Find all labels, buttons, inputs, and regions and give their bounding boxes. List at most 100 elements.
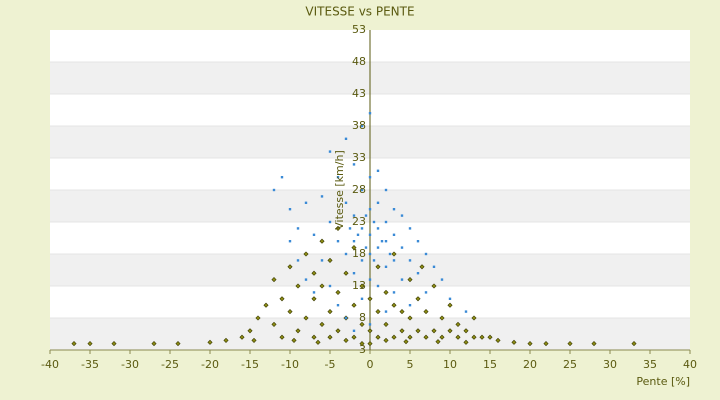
point [400,246,404,249]
point [303,315,309,321]
point [311,270,317,276]
point [392,208,396,211]
point [335,225,341,231]
point [415,296,421,302]
x-tick-label: -10 [281,358,299,371]
point [383,337,389,343]
y-tick-label: 43 [352,87,366,100]
point [375,309,381,315]
point [303,251,309,257]
point [311,296,317,302]
point [239,334,245,340]
point [263,302,269,308]
x-tick-label: -20 [201,358,219,371]
point [543,341,549,347]
point [151,341,157,347]
point [272,188,276,192]
x-tick-label: -35 [81,358,99,371]
point [344,252,348,256]
y-tick-label: 18 [352,247,366,260]
point [392,259,396,262]
point [392,233,396,236]
point [399,309,405,315]
point [223,337,229,343]
point [407,334,413,340]
point [376,227,380,230]
point [400,214,404,217]
point [359,341,365,347]
point [344,201,348,204]
point [408,227,412,230]
x-tick-label: -40 [41,358,59,371]
point [360,124,364,128]
x-tick-label: 0 [367,358,374,371]
point [447,328,453,334]
point [380,240,384,243]
point [408,304,412,307]
x-tick-label: -15 [241,358,259,371]
point [111,341,117,347]
point [368,208,372,211]
point [424,252,428,256]
point [327,257,333,263]
point [360,297,364,300]
point [376,201,380,204]
point [376,284,380,288]
y-tick-label: 48 [352,55,366,68]
point [399,328,405,334]
point [591,341,597,347]
point [295,283,301,289]
point [348,227,352,230]
point [447,302,453,308]
point [367,328,373,334]
point [336,240,340,243]
point [383,321,389,327]
point [391,251,397,257]
point [455,321,461,327]
point [335,289,341,295]
point [384,220,388,224]
point [383,289,389,295]
point [359,321,365,327]
x-tick-label: -5 [325,358,336,371]
point [408,259,412,262]
point [352,240,356,243]
point [364,246,368,249]
point [495,337,501,343]
x-tick-label: -30 [121,358,139,371]
y-tick-label: 33 [352,151,366,164]
point [327,309,333,315]
point [368,112,372,115]
point [375,264,381,270]
point [328,150,332,153]
point [343,270,349,276]
x-tick-label: 15 [483,358,497,371]
point [352,272,356,275]
point [352,163,356,166]
x-tick-label: 20 [523,358,537,371]
y-tick-label: 38 [352,119,366,132]
point [511,339,517,345]
point [279,296,285,302]
point [424,291,428,294]
point [312,233,316,236]
point [372,259,376,262]
point [319,283,325,289]
point [423,309,429,315]
point [400,278,404,281]
point [251,337,257,343]
point [312,291,316,294]
point [463,328,469,334]
point [407,277,413,283]
point [247,328,253,334]
point [343,337,349,343]
point [448,297,452,300]
point [431,328,437,334]
point [255,315,261,321]
point [359,283,365,289]
point [352,214,356,217]
point [328,284,332,288]
point [311,334,317,340]
point [295,328,301,334]
